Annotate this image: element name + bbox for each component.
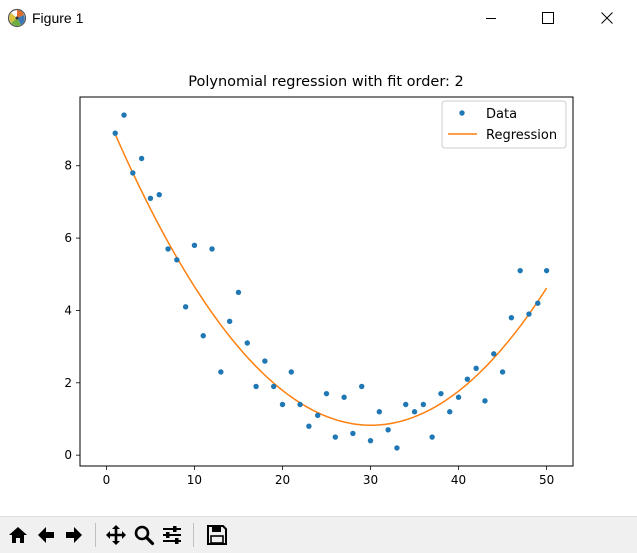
toolbar-separator [95,523,96,547]
data-point [526,311,532,317]
data-point [156,191,162,198]
pan-button[interactable] [102,521,129,548]
data-point [473,365,479,372]
x-tick-label: 0 [103,473,111,487]
data-point [174,257,180,263]
back-button[interactable] [32,521,59,548]
data-point [447,409,453,415]
data-point [482,398,488,404]
toolbar-separator [193,523,194,547]
sliders-icon [162,525,181,544]
legend: Data Regression [441,100,567,149]
y-tick-label: 0 [64,448,72,462]
data-point [297,401,303,408]
data-point [165,246,171,252]
title-bar: Figure 1 [0,0,637,38]
data-point [438,390,444,397]
data-point [411,409,418,415]
data-point [306,423,312,429]
legend-label-data: Data [486,107,517,122]
data-point [543,267,550,274]
data-point [429,434,435,440]
axes-frame [79,96,574,467]
data-point [147,195,154,201]
data-point [359,383,365,390]
data-point [420,401,427,408]
data-point [191,242,198,249]
data-point [517,267,523,274]
forward-button[interactable] [60,521,87,548]
data-point [253,383,259,390]
y-tick-label: 4 [64,303,72,317]
window-title: Figure 1 [32,10,84,26]
figure-canvas[interactable]: 0 10 20 30 40 50 0 2 4 6 8 Polynomial regression w… [0,38,637,516]
data-point [535,300,541,306]
data-point [244,340,250,346]
arrow-right-icon [65,526,82,543]
navigation-toolbar [0,516,637,553]
x-tick-label: 30 [363,473,378,487]
data-point [499,369,506,375]
home-button[interactable] [4,521,31,548]
home-icon [8,526,27,543]
save-button[interactable] [203,521,230,548]
x-tick-label: 10 [187,473,202,487]
data-point [209,246,215,252]
chart-title: Polynomial regression with fit order: 2 [188,74,464,90]
data-point [394,445,400,451]
data-point [279,401,286,408]
close-icon [601,12,613,24]
arrow-left-icon [37,526,54,543]
data-point [385,427,391,433]
data-point [376,409,383,415]
data-point [332,434,338,440]
plot-svg: 0 10 20 30 40 50 0 2 4 6 8 Polynomial regression w… [64,74,574,487]
move-icon [105,524,126,545]
data-point [218,369,224,375]
y-tick-label: 8 [64,159,72,173]
y-tick-label: 6 [64,231,72,245]
data-point [200,333,206,339]
zoom-button[interactable] [130,521,157,548]
x-tick-label: 20 [275,473,290,487]
x-tick-label: 50 [539,473,554,487]
legend-label-regression: Regression [486,128,557,143]
data-point [323,390,330,397]
data-point [262,358,268,364]
configure-subplots-button[interactable] [158,521,185,548]
data-point [121,112,127,118]
data-point [403,401,409,408]
data-point [182,304,189,310]
data-point [270,383,277,390]
data-point [138,155,145,162]
legend-marker-data [459,110,465,116]
maximize-button[interactable] [525,0,571,36]
regression-line [114,133,548,426]
legend-box [441,100,567,149]
data-point [508,314,515,321]
data-point [315,412,321,419]
y-tick-label: 2 [64,376,72,390]
minimize-icon [486,18,496,19]
maximize-icon [542,12,554,24]
floppy-disk-icon [206,524,227,545]
data-point [112,130,118,136]
data-point [367,437,374,444]
data-point [455,394,462,400]
data-point [341,394,347,400]
figure-app-icon [7,8,27,28]
close-button[interactable] [584,0,630,36]
data-point [491,351,497,357]
axes-background [80,97,573,466]
data-point [350,430,356,437]
data-point [130,170,136,176]
data-point [288,369,294,375]
data-point [226,318,233,324]
x-tick-label: 40 [451,473,466,487]
magnifier-icon [134,525,154,545]
data-point [235,289,242,296]
minimize-button[interactable] [468,0,514,36]
data-point [464,376,471,382]
